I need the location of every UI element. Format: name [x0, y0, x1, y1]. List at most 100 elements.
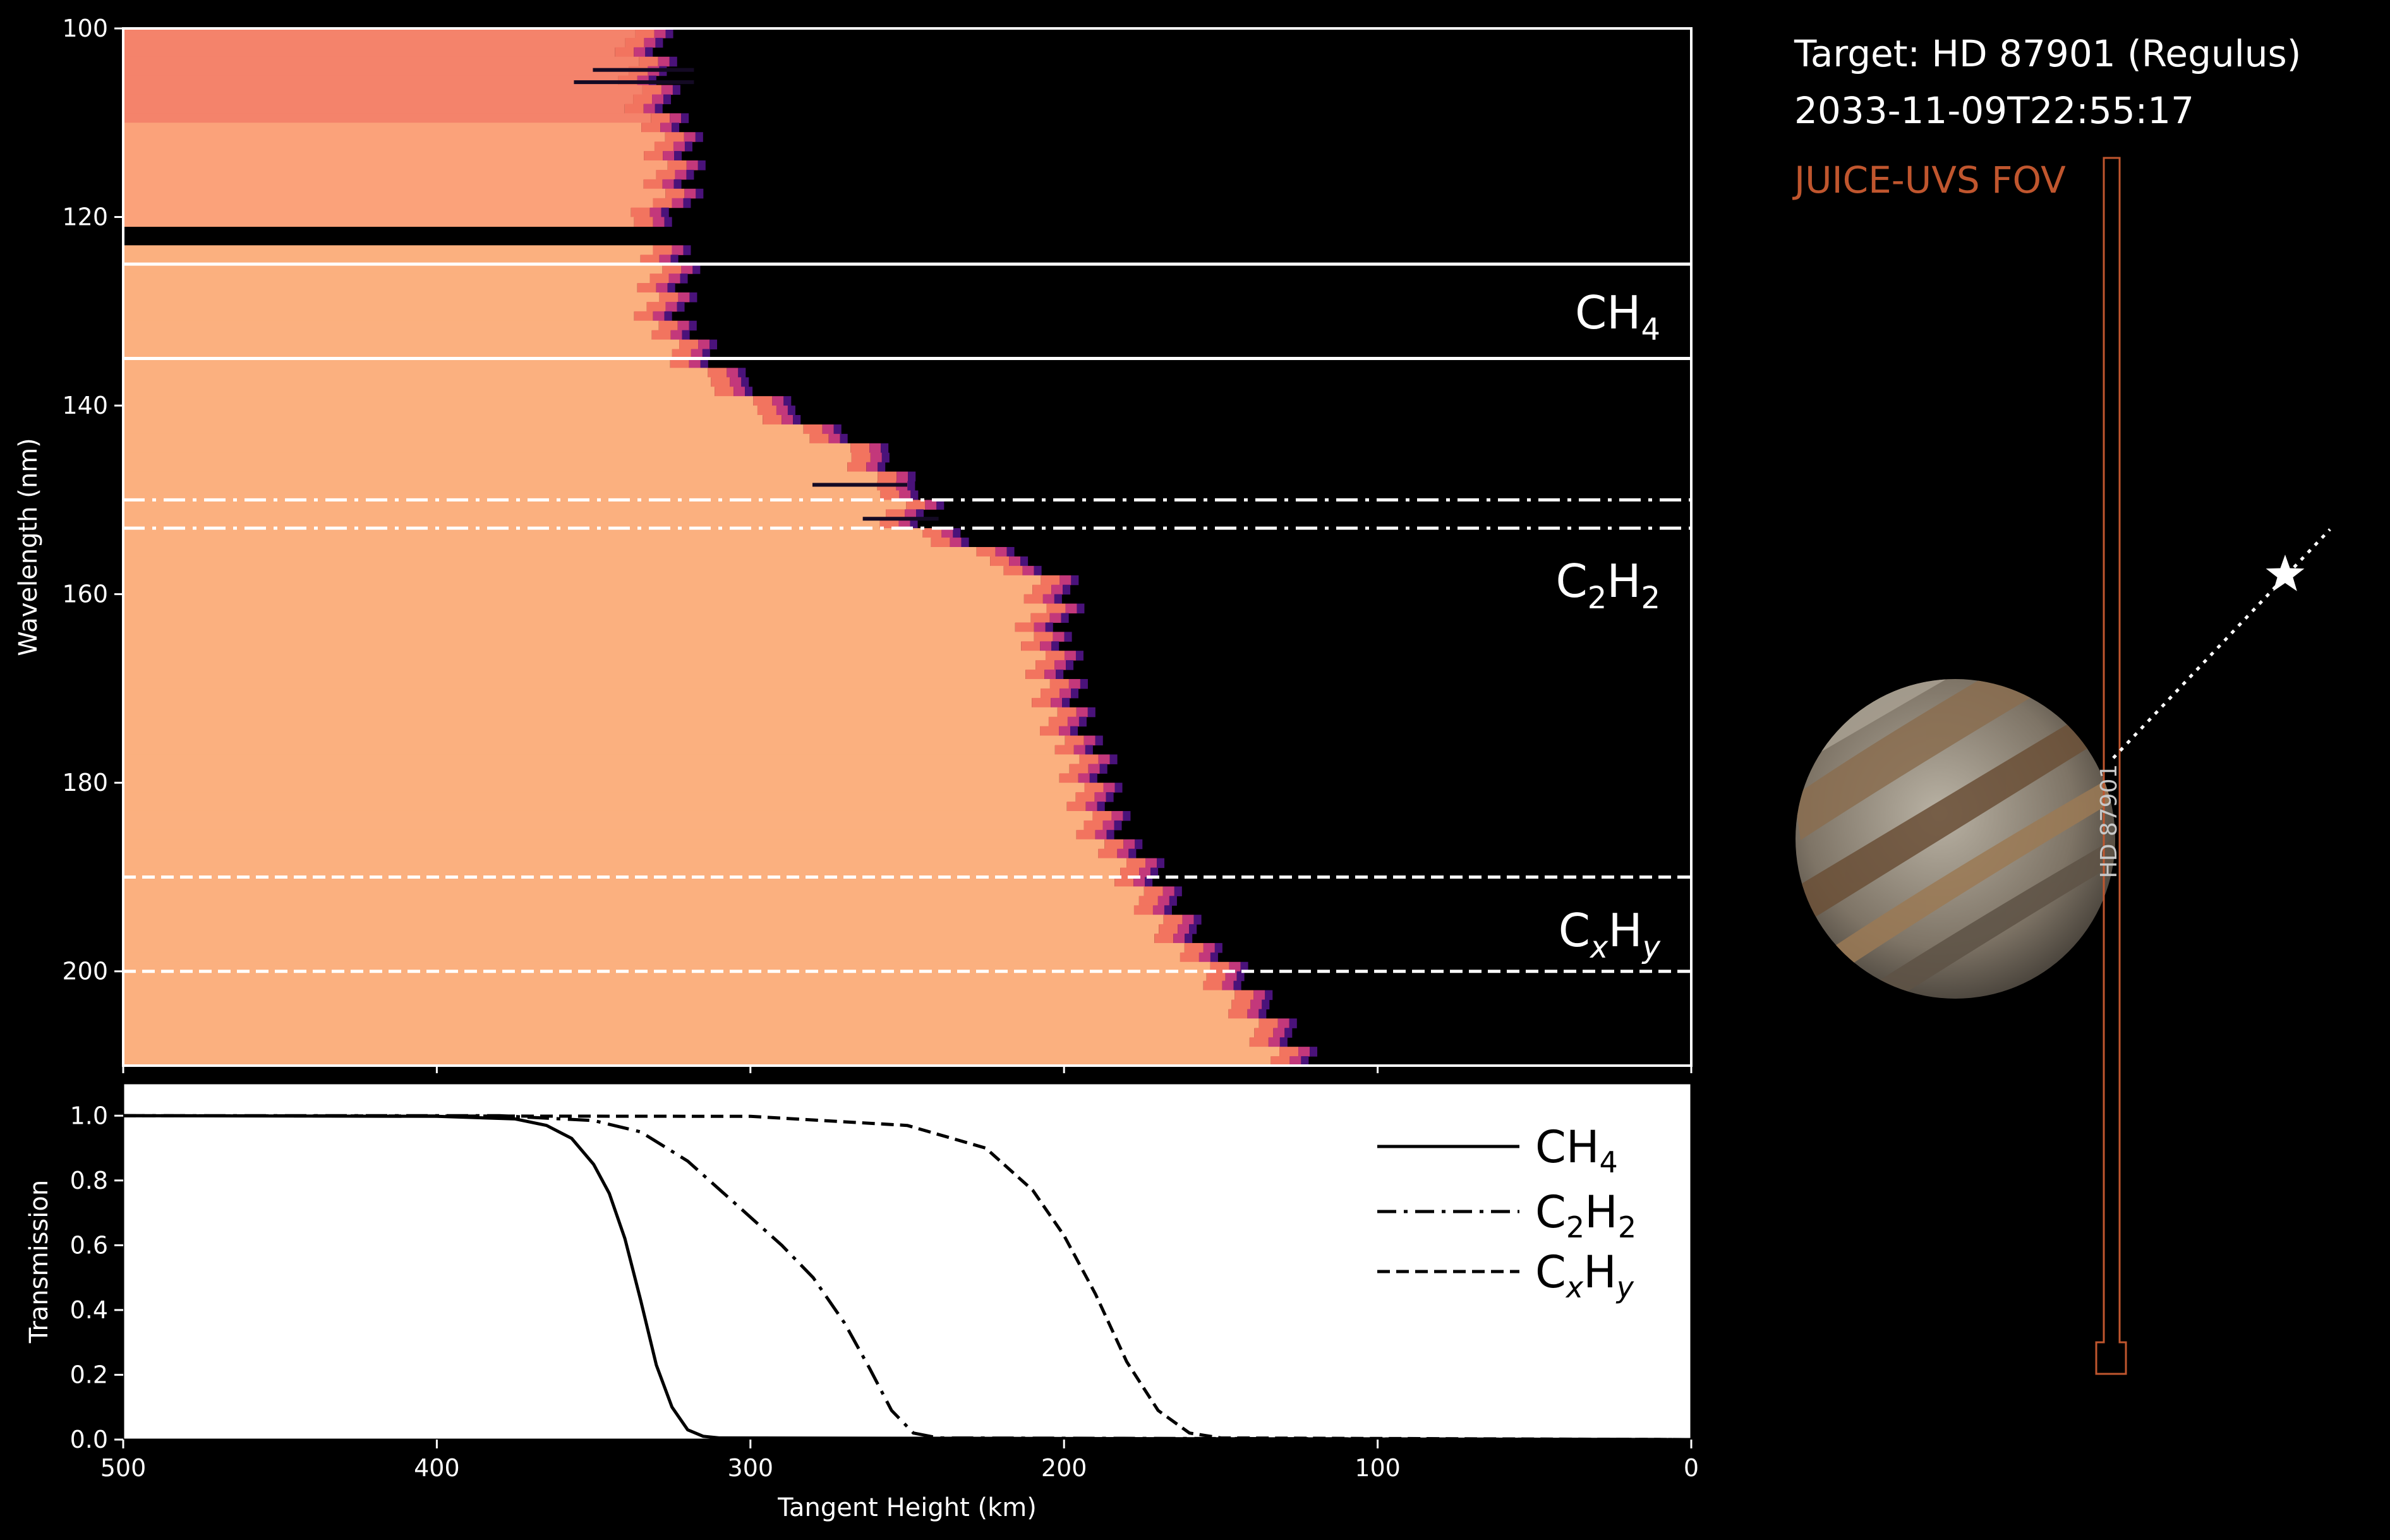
- heatmap-row: [123, 443, 889, 454]
- heatmap-row: [123, 292, 697, 303]
- heatmap-row: [123, 339, 718, 350]
- absorption-streak: [812, 483, 907, 487]
- heatmap-frame: [122, 27, 1693, 1067]
- heatmap-row: [123, 1056, 1309, 1066]
- heatmap-ytick-label: 140: [62, 392, 108, 419]
- heatmap-row: [123, 528, 961, 538]
- heatmap-row: [123, 481, 915, 491]
- transmission-series: [123, 1114, 1692, 1441]
- transmission-ytick-label: 0.8: [70, 1167, 108, 1194]
- band-lines: [123, 262, 1691, 973]
- heatmap-row: [123, 707, 1095, 718]
- heatmap-ylabel: Wavelength (nm): [14, 438, 43, 656]
- heatmap-row: [123, 47, 653, 57]
- transmission-plot: 500 400 300 200 100 0 0.0 0.2 0.4 0.6 0.8 1.0 Tang…: [25, 1082, 1699, 1522]
- heatmap-row: [123, 255, 679, 265]
- observation-info: Target: HD 87901 (Regulus) 2033-11-09T22…: [1792, 32, 2331, 1375]
- heatmap-row: [123, 839, 1143, 850]
- heatmap-row: [123, 726, 1078, 737]
- heatmap-ytick-label: 180: [62, 769, 108, 797]
- heatmap-row: [123, 773, 1097, 783]
- heatmap-row: [123, 123, 680, 133]
- heatmap-row: [123, 1009, 1267, 1019]
- heatmap-row: [123, 802, 1105, 812]
- heatmap-row: [123, 37, 663, 48]
- heatmap-row: [123, 358, 708, 368]
- heatmap-row: [123, 433, 848, 444]
- heatmap-row: [123, 980, 1241, 991]
- transmission-ytick-label: 0.6: [70, 1231, 108, 1259]
- heatmap-row: [123, 651, 1083, 661]
- heatmap-row: [123, 538, 969, 548]
- heatmap-row: [123, 368, 746, 378]
- heatmap-row: [123, 792, 1114, 802]
- heatmap-row: [123, 519, 918, 529]
- star-label: HD 87901: [2096, 764, 2122, 879]
- transmission-xtick-label: 400: [414, 1454, 460, 1482]
- heatmap-ytick-label: 160: [62, 581, 108, 608]
- transmission-x-ticks: 500 400 300 200 100 0: [100, 1440, 1699, 1482]
- transmission-xtick-label: 200: [1041, 1454, 1087, 1482]
- heatmap-row: [123, 754, 1118, 764]
- heatmap-row: [123, 85, 680, 95]
- transmission-xtick-label: 300: [728, 1454, 774, 1482]
- heatmap-row: [123, 264, 701, 274]
- jupiter-disk: [1796, 679, 2115, 999]
- heatmap-row: [123, 424, 842, 435]
- heatmap-row: [123, 999, 1270, 1010]
- timestamp-label: 2033-11-09T22:55:17: [1794, 89, 2194, 132]
- heatmap-row: [123, 132, 703, 142]
- transmission-legend: CH4 C2H2 CxHy: [1377, 1121, 1636, 1304]
- absorption-streak: [593, 68, 694, 72]
- heatmap-row: [123, 641, 1059, 651]
- heatmap-row: [123, 924, 1197, 934]
- absorption-streak: [574, 80, 694, 85]
- heatmap-row: [123, 584, 1071, 595]
- heatmap-row: [123, 810, 1131, 821]
- heatmap-row: [123, 207, 669, 218]
- transmission-ytick-label: 0.2: [70, 1361, 108, 1388]
- heatmap-row: [123, 406, 795, 416]
- heatmap-row: [123, 783, 1123, 793]
- transmission-y-ticks: 0.0 0.2 0.4 0.6 0.8 1.0: [70, 1102, 123, 1453]
- transmission-xtick-label: 0: [1684, 1454, 1699, 1482]
- heatmap-row: [123, 141, 692, 152]
- target-label: Target: HD 87901 (Regulus): [1794, 32, 2301, 75]
- transmission-ytick-label: 0.4: [70, 1296, 108, 1324]
- heatmap-row: [123, 301, 685, 312]
- heatmap-y-ticks: 100 120 140 160 180 200: [62, 15, 123, 985]
- heatmap-row: [123, 678, 1088, 689]
- heatmap-row: [123, 274, 688, 284]
- heatmap-row: [123, 245, 691, 255]
- transmission-ytick-label: 1.0: [70, 1102, 108, 1129]
- heatmap-row: [123, 971, 1245, 982]
- heatmap-row: [123, 735, 1103, 746]
- heatmap-ytick-label: 200: [62, 958, 108, 985]
- heatmap-row: [123, 858, 1165, 869]
- fov-label: JUICE-UVS FOV: [1792, 159, 2066, 202]
- band-label-ch4: CH4: [1575, 286, 1660, 347]
- heatmap-row: [123, 961, 1248, 972]
- heatmap-row: [123, 632, 1072, 642]
- heatmap-row: [123, 56, 677, 67]
- band-label-cxhy: CxHy: [1559, 904, 1661, 965]
- heatmap-row: [123, 1018, 1297, 1028]
- heatmap-row: [123, 565, 1042, 576]
- heatmap-row: [123, 509, 924, 519]
- heatmap-row: [123, 169, 694, 180]
- heatmap-row: [123, 198, 691, 208]
- heatmap-row: [123, 764, 1107, 774]
- heatmap-row: [123, 28, 673, 39]
- heatmap-row: [123, 471, 916, 482]
- fov-slit-outline: [2095, 157, 2127, 1375]
- heatmap-row: [123, 179, 682, 189]
- heatmap-row: [123, 452, 890, 463]
- heatmap-ytick-label: 100: [62, 15, 108, 42]
- heatmap-rows: [123, 28, 1318, 1066]
- heatmap-row: [123, 660, 1074, 670]
- heatmap-row: [123, 575, 1079, 586]
- heatmap-row: [123, 377, 749, 387]
- heatmap-row: [123, 688, 1079, 699]
- heatmap-row: [123, 867, 1159, 878]
